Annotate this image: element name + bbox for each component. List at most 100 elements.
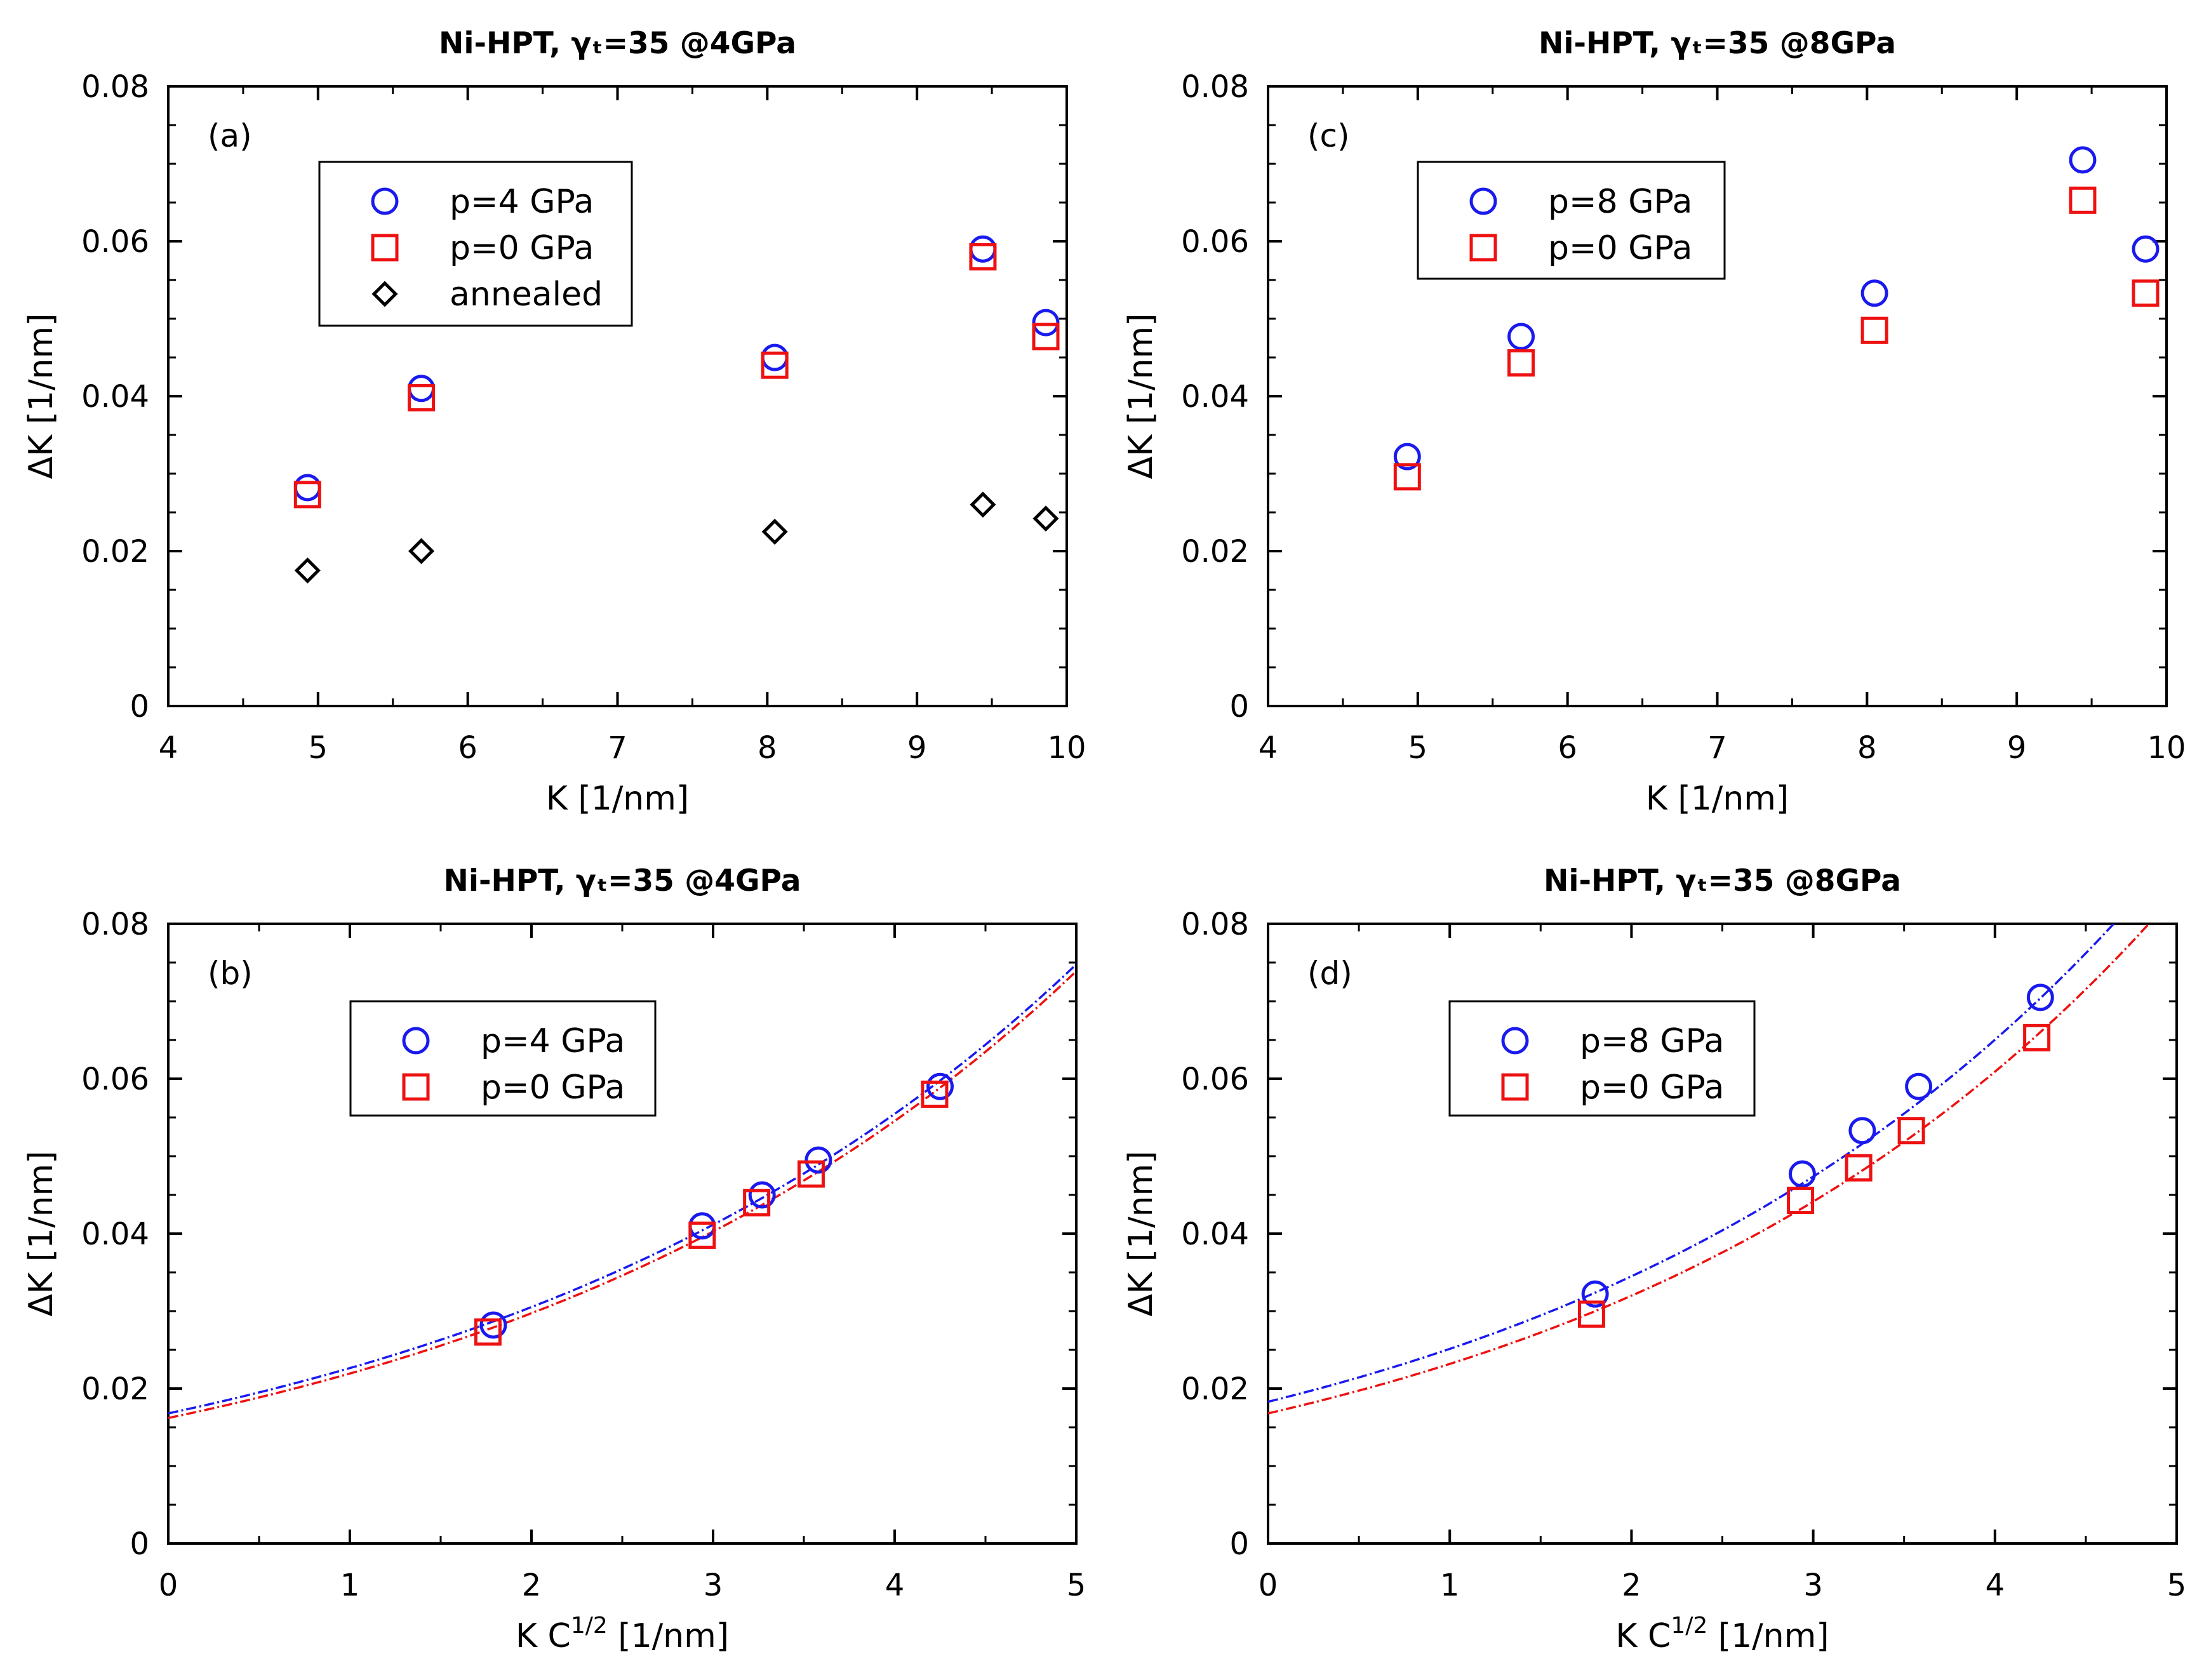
y-tick-label: 0.06: [1181, 1062, 1249, 1097]
data-point: [1905, 1072, 1933, 1100]
legend-label: p=8 GPa: [1580, 1022, 1724, 1060]
legend-label: p=0 GPa: [1548, 229, 1692, 267]
data-layer: [293, 235, 1060, 584]
legend-marker: [371, 234, 399, 262]
x-tick-label: 3: [704, 1568, 723, 1603]
legend-marker: [1469, 187, 1497, 215]
data-point: [2023, 1023, 2051, 1051]
x-tick-label: 9: [907, 730, 927, 766]
data-point: [474, 1318, 502, 1346]
x-tick-label: 0: [159, 1568, 178, 1603]
panel-label: (a): [208, 117, 252, 154]
data-point: [1507, 349, 1535, 377]
legend-marker: [371, 281, 398, 307]
x-tick-label: 1: [340, 1568, 360, 1603]
legend-box: [1448, 1000, 1756, 1117]
y-tick-label: 0.04: [1181, 379, 1249, 415]
data-point: [743, 1189, 771, 1217]
x-tick-label: 0: [1259, 1568, 1278, 1603]
fit-curve: [1268, 924, 2116, 1403]
data-point: [479, 1311, 507, 1339]
legend-label: p=0 GPa: [481, 1069, 625, 1107]
y-axis-label: ΔK [1/nm]: [1122, 314, 1160, 479]
x-tick-label: 4: [1259, 730, 1278, 766]
panel-label: (b): [208, 955, 253, 992]
x-axis-label: K C1/2 [1/nm]: [516, 1613, 729, 1655]
fit-curve: [168, 970, 1076, 1420]
legend-marker: [1501, 1027, 1529, 1055]
legend-marker: [402, 1027, 430, 1055]
legend-box: [349, 1000, 657, 1117]
data-point: [408, 375, 436, 403]
y-tick-label: 0.06: [81, 1062, 149, 1097]
data-point: [2026, 983, 2054, 1011]
data-point: [748, 1181, 776, 1209]
y-tick-label: 0: [130, 689, 149, 724]
x-tick-label: 4: [159, 730, 178, 766]
data-point: [969, 243, 997, 270]
panel-label: (d): [1307, 955, 1352, 992]
legend-marker: [402, 1073, 430, 1101]
x-tick-label: 5: [309, 730, 328, 766]
y-tick-label: 0.04: [81, 379, 149, 415]
x-tick-label: 3: [1803, 1568, 1823, 1603]
x-tick-label: 8: [1857, 730, 1877, 766]
data-point: [293, 474, 321, 502]
data-point: [1393, 463, 1421, 491]
chart-title: Ni-HPT, γₜ=35 @8GPa: [1539, 26, 1896, 61]
y-tick-label: 0.04: [1181, 1217, 1249, 1252]
legend-label: annealed: [450, 276, 603, 314]
x-tick-label: 8: [758, 730, 777, 766]
x-tick-label: 2: [1622, 1568, 1641, 1603]
y-axis-label: ΔK [1/nm]: [22, 314, 60, 479]
x-tick-label: 5: [1408, 730, 1428, 766]
data-point: [2132, 235, 2160, 263]
data-point: [1032, 323, 1060, 350]
y-tick-label: 0.08: [81, 69, 149, 105]
y-tick-label: 0.06: [1181, 224, 1249, 260]
data-point: [761, 351, 789, 379]
legend-label: p=4 GPa: [481, 1022, 625, 1060]
data-point: [1581, 1280, 1609, 1308]
data-point: [1032, 309, 1060, 337]
x-tick-label: 10: [1047, 730, 1086, 766]
data-layer: [1268, 924, 2151, 1415]
y-tick-label: 0.08: [81, 907, 149, 942]
fit-curve: [168, 963, 1076, 1415]
legend-marker: [371, 187, 399, 215]
chart-panel-a: Ni-HPT, γₜ=35 @4GPa 4 5 6 7 8 9 10 0 0.02 0.04 0.06…: [22, 26, 1086, 818]
y-tick-label: 0.02: [81, 534, 149, 570]
x-axis-label: K [1/nm]: [1646, 780, 1789, 818]
y-tick-label: 0.02: [1181, 534, 1249, 570]
data-point: [761, 343, 789, 371]
x-tick-label: 6: [458, 730, 477, 766]
chart-panel-d: Ni-HPT, γₜ=35 @8GPa 0 1 2 3 4 5 0 0.02 0.04 0.06 0.…: [1122, 863, 2187, 1655]
data-point: [921, 1080, 949, 1108]
data-point: [1788, 1160, 1816, 1188]
y-tick-label: 0.02: [81, 1371, 149, 1407]
x-tick-label: 6: [1558, 730, 1577, 766]
legend: p=8 GPa p=0 GPa: [1448, 1000, 1756, 1117]
x-tick-label: 10: [2147, 730, 2186, 766]
x-axis-label: K [1/nm]: [546, 780, 689, 818]
x-tick-label: 5: [1067, 1568, 1086, 1603]
x-tick-label: 1: [1440, 1568, 1460, 1603]
legend-box: [318, 161, 633, 327]
data-point: [1848, 1117, 1876, 1145]
legend-marker: [1501, 1073, 1529, 1101]
data-layer: [168, 963, 1076, 1420]
y-axis-label: ΔK [1/nm]: [1122, 1151, 1160, 1317]
data-point: [926, 1072, 954, 1100]
y-tick-label: 0: [1229, 689, 1249, 724]
x-tick-label: 7: [1707, 730, 1727, 766]
data-point: [1577, 1300, 1605, 1328]
data-point: [761, 518, 788, 545]
x-tick-label: 5: [2167, 1568, 2187, 1603]
data-point: [2069, 146, 2097, 174]
data-point: [1897, 1117, 1925, 1145]
legend: p=8 GPa p=0 GPa: [1417, 161, 1726, 280]
data-point: [293, 481, 321, 509]
x-tick-label: 2: [522, 1568, 542, 1603]
data-point: [797, 1160, 825, 1188]
chart-title: Ni-HPT, γₜ=35 @4GPa: [439, 26, 796, 61]
